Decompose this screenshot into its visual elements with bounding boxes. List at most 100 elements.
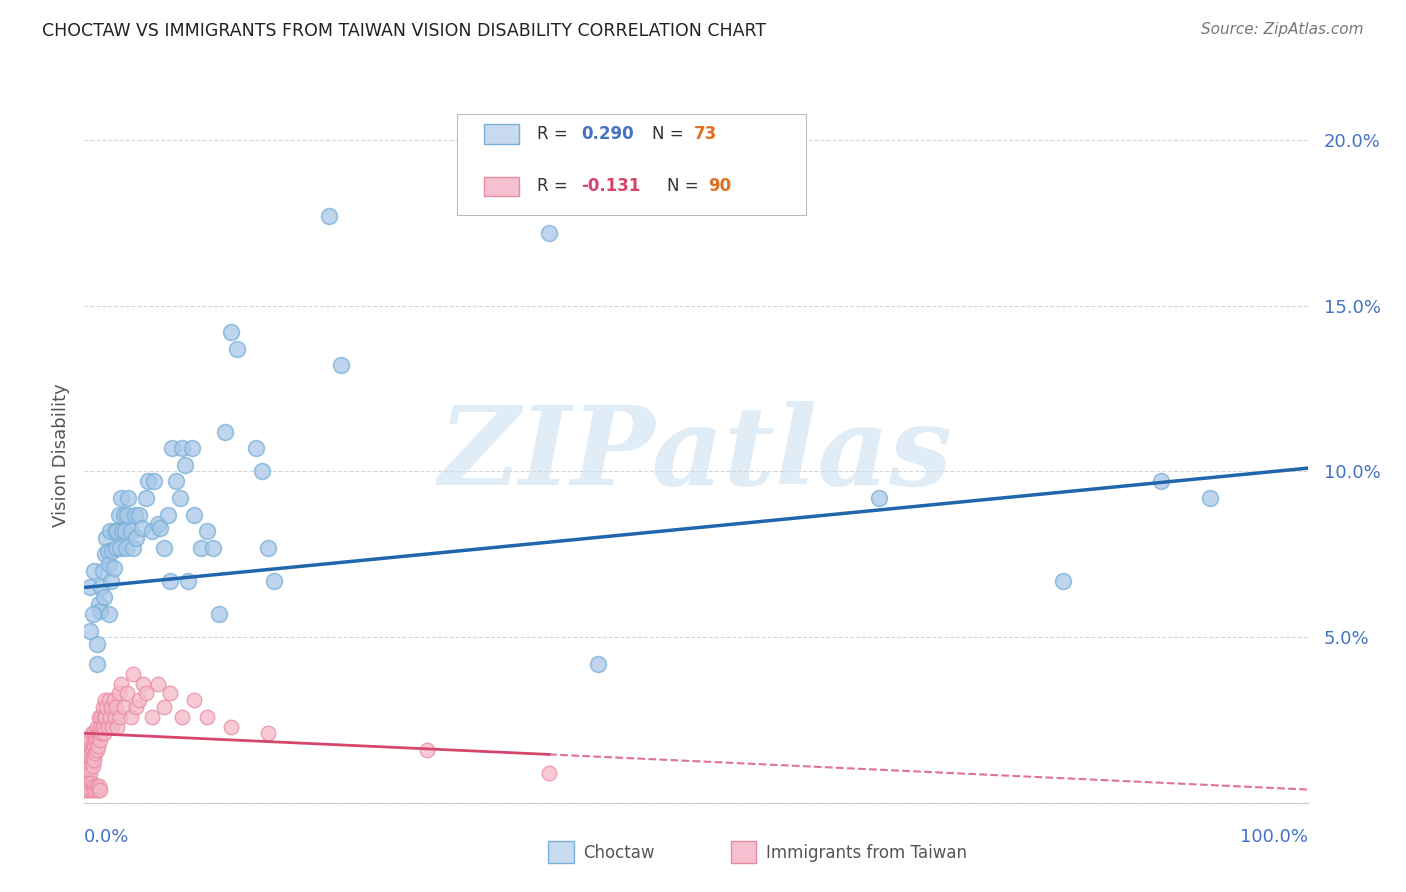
Point (93, 709, 115, 723)
Point (77, 743, 100, 757)
Point (97, 720, 120, 734)
Point (86, 637, 108, 651)
Text: CHOCTAW VS IMMIGRANTS FROM TAIWAN VISION DISABILITY CORRELATION CHART: CHOCTAW VS IMMIGRANTS FROM TAIWAN VISION… (42, 22, 766, 40)
Point (87, 597, 110, 611)
Point (122, 541, 145, 555)
Point (90, 709, 112, 723)
Point (141, 709, 163, 723)
Point (96, 699, 118, 714)
Point (105, 524, 128, 538)
Point (76, 753, 98, 767)
Point (90, 581, 112, 595)
Point (117, 491, 139, 505)
Text: ZIPatlas: ZIPatlas (439, 401, 953, 508)
Point (91, 564, 114, 578)
Point (83, 779, 105, 793)
Point (84, 782, 107, 797)
Point (538, 766, 561, 780)
Point (131, 521, 153, 535)
Point (101, 544, 124, 558)
Point (98, 709, 121, 723)
Point (111, 524, 134, 538)
Point (79, 624, 101, 638)
Point (114, 524, 136, 538)
Point (76, 759, 98, 773)
Point (1052, 574, 1074, 588)
Text: N =: N = (652, 125, 689, 144)
Point (97, 607, 120, 621)
Point (183, 693, 205, 707)
Point (86, 743, 108, 757)
Point (89, 604, 111, 618)
Point (128, 508, 150, 522)
Point (143, 475, 166, 489)
Point (100, 574, 122, 588)
Point (195, 524, 218, 538)
Point (586, 657, 609, 671)
Point (97, 693, 120, 707)
Point (146, 517, 169, 532)
Point (169, 491, 191, 505)
Point (115, 508, 138, 522)
Point (128, 693, 150, 707)
Point (110, 491, 132, 505)
Point (79, 746, 101, 760)
Text: 0.290: 0.290 (581, 125, 634, 144)
Point (77, 782, 100, 797)
Point (172, 442, 194, 456)
Point (80, 753, 103, 767)
Point (91, 720, 114, 734)
Point (83, 564, 105, 578)
Point (195, 709, 218, 723)
Point (75, 743, 97, 757)
Point (135, 491, 157, 505)
Point (110, 676, 132, 690)
Text: Choctaw: Choctaw (583, 844, 655, 862)
Y-axis label: Vision Disability: Vision Disability (52, 383, 70, 527)
Point (103, 693, 125, 707)
Point (257, 541, 280, 555)
Point (159, 574, 181, 588)
Point (125, 531, 148, 545)
Point (183, 508, 205, 522)
Point (80, 743, 103, 757)
Text: N =: N = (666, 178, 703, 195)
Point (79, 581, 101, 595)
Point (104, 524, 127, 538)
Point (89, 732, 111, 747)
Point (201, 541, 224, 555)
Point (112, 508, 135, 522)
Point (107, 686, 129, 700)
Point (87, 726, 110, 740)
Point (83, 726, 105, 740)
Point (257, 726, 280, 740)
Point (214, 425, 236, 439)
Text: 90: 90 (709, 178, 731, 195)
Point (146, 676, 169, 690)
Point (77, 776, 100, 790)
Point (77, 753, 100, 767)
Point (104, 709, 127, 723)
Point (105, 541, 128, 555)
Point (87, 779, 110, 793)
Text: 73: 73 (693, 125, 717, 144)
Point (97, 558, 120, 572)
Point (93, 726, 115, 740)
Point (90, 726, 112, 740)
Point (84, 732, 107, 747)
Point (100, 699, 122, 714)
Point (77, 759, 100, 773)
Point (82, 732, 104, 747)
Point (159, 686, 181, 700)
Point (226, 342, 249, 356)
Point (141, 524, 163, 538)
Point (98, 524, 121, 538)
Point (165, 475, 187, 489)
Text: -0.131: -0.131 (581, 178, 640, 195)
Point (124, 508, 146, 522)
Point (86, 657, 108, 671)
Point (82, 759, 104, 773)
Point (156, 508, 179, 522)
Point (173, 458, 195, 472)
Point (120, 524, 142, 538)
